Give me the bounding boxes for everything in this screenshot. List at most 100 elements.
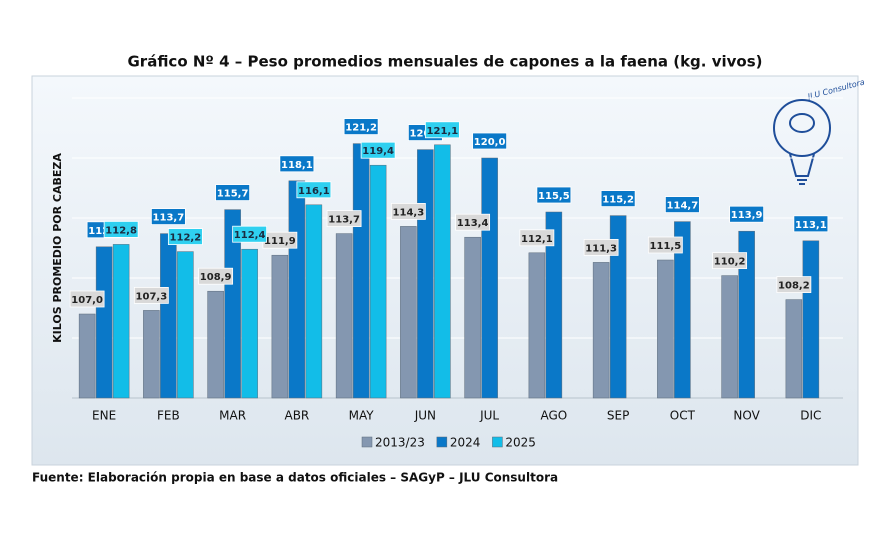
bar (288, 180, 306, 399)
data-label: 113,7 (328, 215, 360, 226)
bar (802, 240, 820, 399)
data-label-box (326, 210, 362, 228)
data-label-box (343, 118, 379, 135)
data-label-box (455, 213, 491, 231)
data-label-box (793, 215, 829, 233)
bar (160, 233, 177, 399)
legend-swatch (492, 436, 503, 448)
data-label-box (150, 208, 186, 226)
bar (674, 221, 691, 399)
data-label-box (390, 202, 426, 220)
bar (434, 144, 451, 399)
data-label: 115,2 (602, 195, 634, 206)
bar (545, 211, 563, 399)
data-label-box (103, 220, 139, 238)
x-tick-label: NOV (733, 409, 760, 423)
logo (773, 99, 831, 185)
bar (78, 313, 96, 399)
data-label-box (712, 252, 748, 270)
data-label: 111,5 (650, 241, 682, 252)
x-tick-label: JUL (479, 409, 499, 423)
x-tick-label: MAR (219, 409, 246, 423)
data-label: 114,7 (667, 201, 699, 212)
data-label: 121,2 (345, 123, 377, 134)
data-label-box (198, 267, 234, 285)
data-label: 113,1 (795, 220, 827, 231)
data-label-box (296, 181, 332, 199)
bar (609, 215, 627, 399)
data-label-box (360, 141, 396, 159)
data-label: 112,4 (234, 230, 266, 241)
data-label-box (536, 186, 572, 204)
bar (592, 262, 610, 399)
x-tick-label: SEP (607, 409, 629, 423)
data-label: 107,3 (136, 291, 168, 302)
data-label: 115,5 (538, 191, 570, 202)
legend-label: 2013/23 (375, 436, 425, 450)
data-label-box (583, 238, 619, 256)
bar (481, 157, 498, 399)
bar (112, 244, 130, 399)
bar (400, 226, 417, 399)
data-label-box (424, 121, 460, 139)
x-tick-label: FEB (157, 409, 180, 423)
data-label-box (472, 132, 508, 150)
data-label: 121,1 (427, 126, 459, 137)
x-tick-label: ABR (284, 409, 309, 423)
data-label: 113,9 (731, 210, 763, 221)
bar (369, 164, 387, 399)
legend-label: 2025 (505, 436, 536, 450)
bar (721, 275, 738, 399)
bar (224, 209, 241, 399)
data-label-box (133, 286, 169, 304)
data-label-box (232, 225, 268, 243)
x-tick-label: OCT (670, 409, 696, 423)
data-label-box (519, 229, 555, 247)
legend-label: 2024 (450, 436, 481, 450)
data-label: 110,2 (714, 257, 746, 268)
data-label: 114,3 (393, 207, 425, 218)
bar (528, 252, 546, 399)
bar (271, 254, 289, 399)
data-label: 112,8 (105, 225, 137, 236)
data-label: 113,7 (153, 213, 185, 224)
legend-swatch (361, 436, 373, 448)
data-label: 116,1 (298, 186, 330, 197)
data-label: 107,0 (71, 295, 103, 306)
data-label-box (729, 205, 765, 223)
data-label-box (279, 155, 315, 173)
data-label: 113,4 (457, 218, 489, 229)
bar (143, 310, 160, 399)
bar (738, 230, 755, 399)
bar (207, 290, 224, 399)
data-label-box (167, 228, 203, 246)
bar (335, 233, 353, 399)
x-tick-label: ENE (92, 409, 116, 423)
bar (352, 143, 370, 399)
data-label-box (69, 290, 105, 308)
data-label: 108,9 (200, 272, 232, 283)
bar (177, 251, 194, 399)
bar (417, 149, 434, 399)
bar (95, 246, 113, 399)
data-label: 108,2 (778, 281, 810, 292)
data-label-box (647, 236, 683, 254)
data-label-box (600, 190, 636, 208)
data-label-box (215, 184, 251, 202)
data-label: 111,9 (264, 236, 296, 247)
bar (305, 204, 323, 399)
data-label: 112,2 (170, 233, 202, 244)
data-label: 119,4 (362, 146, 394, 157)
x-tick-label: JUN (414, 409, 436, 423)
data-label-box (776, 276, 812, 294)
x-tick-label: AGO (541, 409, 568, 423)
x-tick-label: MAY (349, 409, 375, 423)
y-axis-label: KILOS PROMEDIO POR CABEZA (51, 153, 64, 343)
legend-swatch (436, 436, 448, 448)
bar (241, 248, 258, 399)
bar (785, 299, 803, 399)
data-label: 111,3 (585, 243, 617, 254)
source-note: Fuente: Elaboración propia en base a dat… (32, 471, 558, 485)
